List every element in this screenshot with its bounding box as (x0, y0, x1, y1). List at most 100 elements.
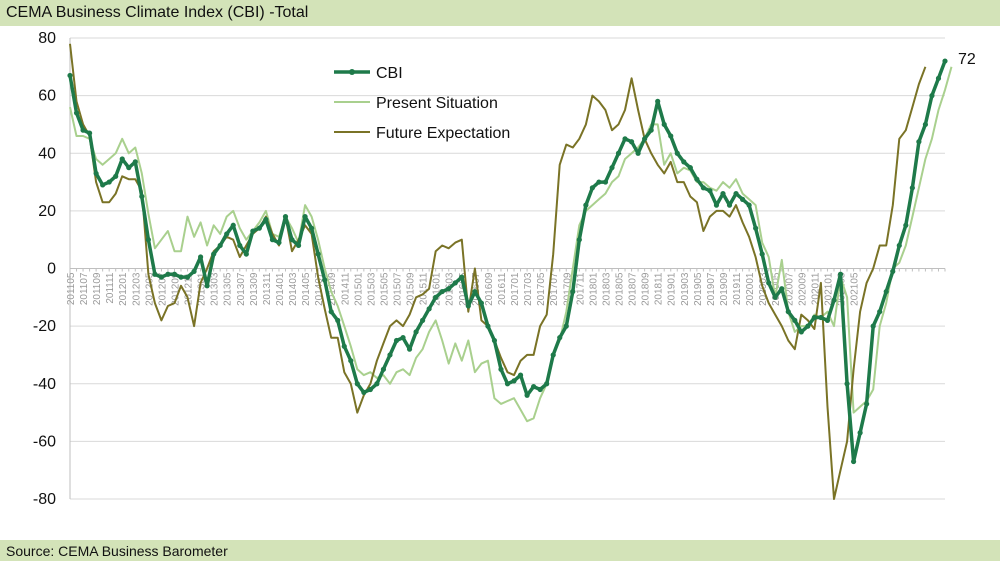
cbi-point (113, 173, 119, 179)
cbi-point (759, 251, 765, 257)
x-tick-label: 201709 (562, 272, 573, 306)
cbi-point (668, 133, 674, 139)
y-tick-label: 60 (38, 88, 56, 105)
cbi-point (472, 288, 478, 295)
cbi-point (772, 294, 778, 300)
cbi-point (642, 136, 648, 142)
cbi-point (178, 274, 184, 280)
x-tick-label: 201909 (719, 272, 730, 306)
x-tick-label: 201903 (680, 272, 691, 306)
cbi-point (250, 228, 256, 234)
cbi-point (67, 72, 73, 79)
x-tick-label: 201403 (288, 272, 299, 306)
cbi-point (713, 202, 720, 208)
x-tick-label: 201707 (549, 272, 560, 306)
cbi-point (929, 93, 935, 99)
cbi-point (896, 242, 902, 249)
cbi-point (779, 286, 785, 292)
x-tick-label: 201303 (210, 272, 221, 306)
cbi-point (909, 185, 915, 191)
cbi-point (870, 323, 876, 329)
cbi-point (197, 254, 204, 260)
x-tick-label: 201511 (419, 272, 430, 305)
x-tick-label: 201711 (575, 272, 586, 305)
cbi-point (792, 317, 798, 323)
x-tick-label: 201809 (641, 272, 652, 306)
cbi-point (237, 242, 243, 249)
x-tick-label: 201907 (706, 272, 717, 306)
y-tick-label: 0 (47, 261, 56, 278)
cbi-point (707, 188, 713, 194)
cbi-point (531, 384, 537, 390)
cbi-point (86, 130, 93, 136)
cbi-point (165, 271, 171, 277)
cbi-point (322, 277, 328, 283)
cbi-point (393, 337, 400, 344)
x-tick-label: 202001 (745, 272, 756, 306)
cbi-point (354, 381, 360, 387)
cbi-point (824, 317, 831, 323)
cbi-point (380, 366, 387, 372)
cbi-point (864, 401, 870, 407)
x-tick-label: 201805 (615, 272, 626, 306)
series-line-present-situation (69, 66, 953, 423)
cbi-point (674, 150, 680, 156)
x-tick-label: 201811 (654, 272, 665, 305)
x-tick-label: 202007 (784, 272, 795, 306)
cbi-point (295, 242, 302, 249)
cbi-point (367, 386, 373, 393)
cbi-point (798, 329, 804, 335)
cbi-point (328, 309, 334, 315)
x-tick-label: 201505 (379, 272, 390, 306)
cbi-point (361, 389, 367, 395)
x-tick-label: 201207 (157, 272, 168, 306)
cbi-point (648, 127, 654, 133)
cbi-point (335, 317, 341, 323)
cbi-point (753, 225, 759, 231)
cbi-point (289, 237, 295, 243)
cbi-point (589, 185, 595, 191)
cbi-point (184, 274, 191, 280)
cbi-point (504, 381, 511, 387)
line-chart: -80 -60 -40 -20 0 20 40 60 80 201105 201107 201109… (33, 30, 976, 508)
cbi-point (446, 286, 452, 292)
cbi-point (935, 75, 942, 81)
y-tick-label: -20 (33, 318, 56, 335)
y-tick-label: -40 (33, 376, 56, 393)
x-tick-label: 201211 (184, 272, 195, 305)
x-tick-label: 202101 (823, 272, 834, 306)
x-tick-label: 201509 (406, 272, 417, 306)
cbi-point (282, 214, 289, 220)
cbi-point (544, 381, 550, 387)
x-tick-label: 201803 (601, 272, 612, 306)
x-tick-label: 202009 (797, 272, 808, 306)
chart-title: CEMA Business Climate Index (CBI) -Total (0, 0, 1000, 26)
cbi-point (903, 222, 909, 228)
series-lines (67, 43, 953, 500)
x-tick-label: 201703 (523, 272, 534, 306)
x-tick-label: 201105 (66, 272, 77, 305)
cbi-point (276, 239, 282, 246)
cbi-point (426, 306, 432, 312)
cbi-point (211, 251, 217, 257)
x-tick-label: 201205 (144, 272, 155, 306)
x-tick-label: 201901 (667, 272, 678, 306)
x-tick-label: 201701 (510, 272, 521, 306)
cbi-point (831, 297, 837, 303)
cbi-point (563, 323, 569, 329)
cbi-point (583, 202, 589, 208)
cbi-point (700, 185, 706, 191)
cbi-point (850, 458, 857, 465)
cbi-point (883, 288, 889, 295)
cbi-point (224, 231, 230, 237)
x-tick-label: 201705 (536, 272, 547, 306)
cbi-point (465, 303, 471, 309)
x-tick-label: 201109 (92, 272, 103, 305)
cbi-point (622, 136, 628, 142)
cbi-point (263, 216, 269, 223)
cbi-point (302, 214, 308, 220)
cbi-point (687, 165, 693, 171)
y-axis: -80 -60 -40 -20 0 20 40 60 80 (33, 30, 71, 508)
cbi-point (661, 121, 667, 128)
source-note: Source: CEMA Business Barometer (0, 540, 1000, 561)
